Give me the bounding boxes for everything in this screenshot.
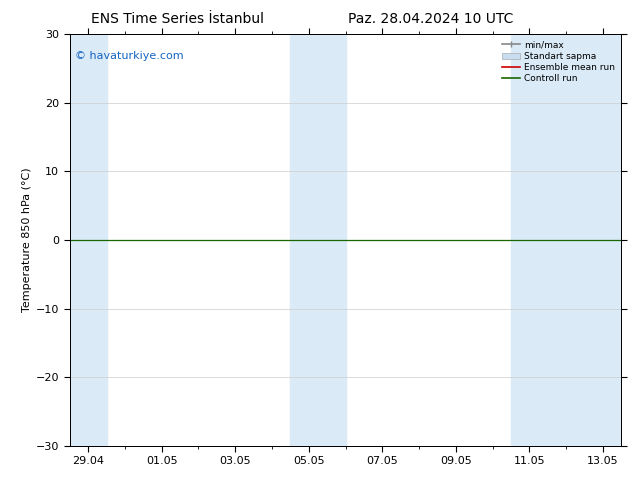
Text: ENS Time Series İstanbul: ENS Time Series İstanbul [91,12,264,26]
Bar [290,34,327,446]
Y-axis label: Temperature 850 hPa (°C): Temperature 850 hPa (°C) [22,168,32,313]
Text: Paz. 28.04.2024 10 UTC: Paz. 28.04.2024 10 UTC [349,12,514,26]
Bar [511,34,548,446]
Bar [548,34,621,446]
Legend: min/max, Standart sapma, Ensemble mean run, Controll run: min/max, Standart sapma, Ensemble mean r… [500,39,617,85]
Bar [70,34,107,446]
Bar [327,34,346,446]
Text: © havaturkiye.com: © havaturkiye.com [75,51,184,61]
